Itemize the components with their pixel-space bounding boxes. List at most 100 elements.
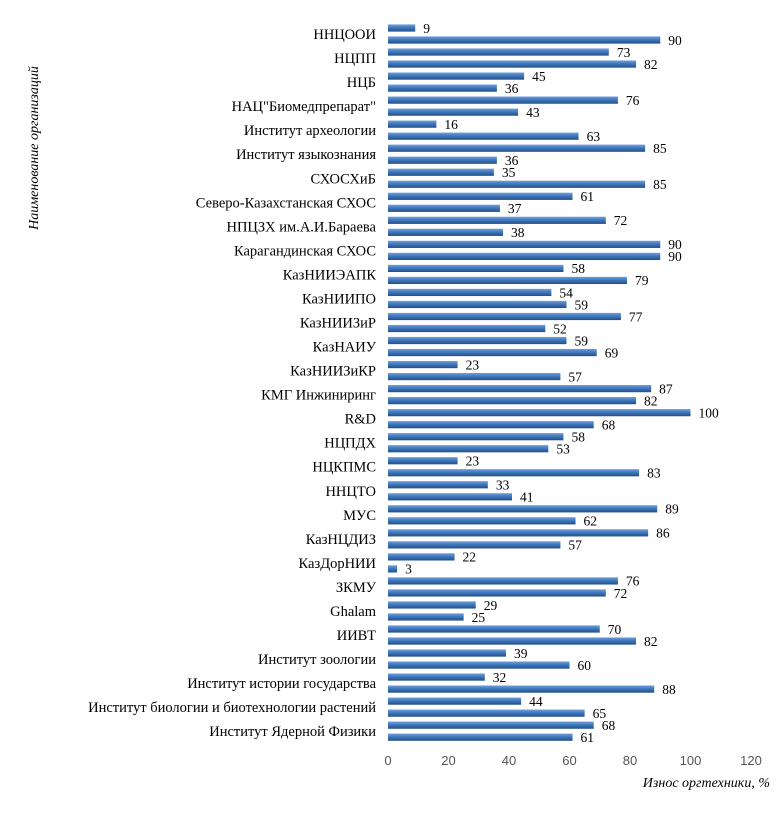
bar [388,493,513,501]
bar [388,529,649,537]
data-label: 83 [647,466,661,481]
bar [388,445,549,453]
data-label: 44 [529,694,543,709]
category-label: Институт Ядерной Физики [209,724,376,740]
bar [388,721,594,729]
data-label: 36 [505,81,519,96]
bar [388,84,497,92]
bar [388,565,398,573]
x-tick-labels-layer: 0 20 40 60 80 100 120 [384,753,761,768]
data-label: 3 [405,562,412,577]
bar [388,180,646,188]
bar [388,385,652,393]
bar [388,709,585,717]
bar [388,120,437,128]
bar [388,72,525,80]
data-label: 89 [665,502,679,517]
data-label: 77 [629,309,643,324]
category-label: НЦПДХ [324,436,376,452]
data-label: 68 [602,718,616,733]
bar [388,264,564,273]
data-label: 70 [608,622,622,637]
category-label: R&D [345,412,376,428]
data-label: 82 [644,393,658,408]
category-label: МУС [343,508,376,524]
bar [388,192,573,200]
bar [388,457,458,465]
category-label: Северо-Казахстанская СХОС [196,195,376,211]
data-label: 22 [463,550,477,565]
category-label: КМГ Инжиниринг [261,388,376,404]
category-label: ННЦТО [325,484,376,500]
bar [388,673,485,681]
bar [388,421,594,429]
bar [388,685,655,693]
category-label: ЗКМУ [336,580,377,596]
bar [388,733,573,741]
data-label: 72 [614,586,628,601]
category-label: НЦПП [334,51,376,67]
data-label: 25 [472,610,486,625]
bar [388,336,567,345]
data-label: 90 [668,33,682,48]
category-label: КазНЦДИЗ [306,532,376,548]
bar [388,409,691,417]
bar [388,60,637,68]
bar [388,96,618,104]
y-axis-title: Наименование организаций [27,66,42,231]
data-label: 35 [502,165,516,180]
data-label: 38 [511,225,525,240]
data-label: 90 [668,237,682,252]
x-tick-label: 20 [441,753,455,768]
category-label: КазДорНИИ [299,556,377,572]
data-label: 61 [581,730,595,745]
bar [388,228,503,236]
data-label: 57 [568,369,582,384]
category-label: НАЦ"Биомедпрепарат" [232,99,376,115]
category-label: ННЦООИ [313,27,376,43]
data-label: 90 [668,249,682,264]
bar [388,48,609,56]
data-label: 9 [423,21,430,36]
bar [388,252,661,260]
category-label: КазНИИПО [302,291,376,307]
data-label: 23 [466,454,480,469]
bar [388,168,494,176]
data-label: 58 [571,261,585,276]
x-tick-label: 80 [623,753,637,768]
data-label: 41 [520,490,534,505]
bar [388,469,640,477]
bar [388,108,519,116]
category-label: Институт языкознания [236,147,376,163]
data-label: 16 [444,117,458,132]
data-label: 45 [532,69,546,84]
bar [388,36,661,44]
data-label: 82 [644,57,658,72]
category-label: КазНИИЭАПК [283,267,377,283]
bar [388,288,552,297]
bar [388,132,579,140]
category-label: КазНИИЗиКР [290,364,376,380]
category-label: Институт зоологии [258,652,376,668]
bar [388,541,561,549]
bar [388,649,506,657]
data-label: 85 [653,141,667,156]
data-label: 73 [617,45,631,60]
x-tick-label: 60 [562,753,576,768]
data-label: 76 [626,574,640,589]
data-label: 59 [574,333,588,348]
category-label: Карагандинская СХОС [234,243,376,259]
data-label: 59 [574,297,588,312]
bar [388,661,570,669]
data-label: 100 [699,405,720,420]
data-label: 43 [526,105,540,120]
data-label: 79 [635,273,649,288]
category-label: Институт истории государства [187,676,376,692]
category-label: Институт биологии и биотехнологии растен… [88,700,376,716]
bar [388,577,618,585]
bar [388,156,497,164]
data-label: 62 [584,514,598,529]
data-label: 23 [466,357,480,372]
bar [388,312,621,321]
category-label: Институт археологии [244,123,376,139]
